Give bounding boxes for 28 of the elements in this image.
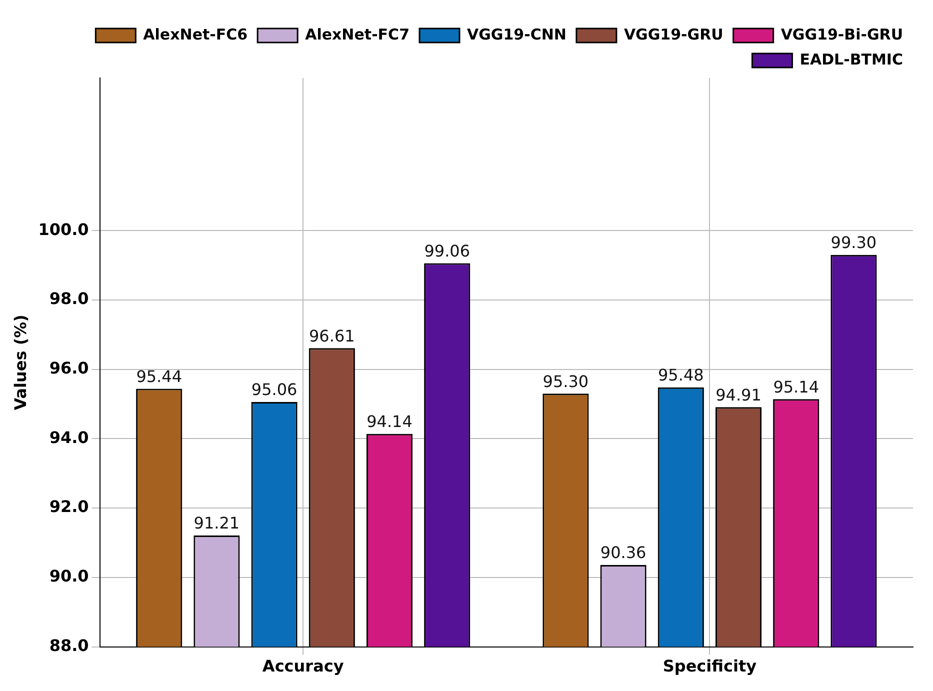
data-label: 99.30	[830, 233, 877, 252]
y-tick-label: 92.0	[49, 497, 89, 516]
data-label: 94.14	[366, 412, 412, 432]
data-label: 95.30	[542, 372, 589, 391]
y-tick-label: 98.0	[49, 289, 89, 308]
legend-label: VGG19-GRU	[624, 25, 724, 44]
data-label: 94.91	[716, 385, 762, 404]
data-label: 95.14	[773, 377, 820, 396]
y-axis-title: Values (%)	[10, 314, 30, 410]
y-tick-label: 96.0	[49, 358, 89, 378]
data-label: 90.36	[600, 543, 646, 562]
data-label: 95.48	[658, 366, 704, 385]
legend-label: VGG19-Bi-GRU	[780, 25, 904, 44]
legend-label: AlexNet-FC7	[305, 25, 410, 44]
legend-label: VGG19-CNN	[467, 25, 566, 44]
y-tick-label: 100.0	[38, 220, 89, 239]
data-label: 95.06	[251, 380, 298, 400]
x-tick-label: Accuracy	[262, 656, 344, 676]
x-tick-label: Specificity	[662, 656, 758, 676]
data-label: 95.44	[136, 366, 182, 386]
y-tick-label: 90.0	[49, 566, 89, 586]
y-tick-label: 88.0	[49, 636, 89, 655]
y-tick-label: 94.0	[49, 428, 89, 447]
legend-label: EADL-BTMIC	[800, 50, 904, 68]
legend-label: AlexNet-FC6	[143, 25, 248, 44]
data-label: 91.21	[194, 514, 240, 533]
data-label: 96.61	[309, 326, 355, 346]
data-label: 99.06	[424, 241, 470, 260]
